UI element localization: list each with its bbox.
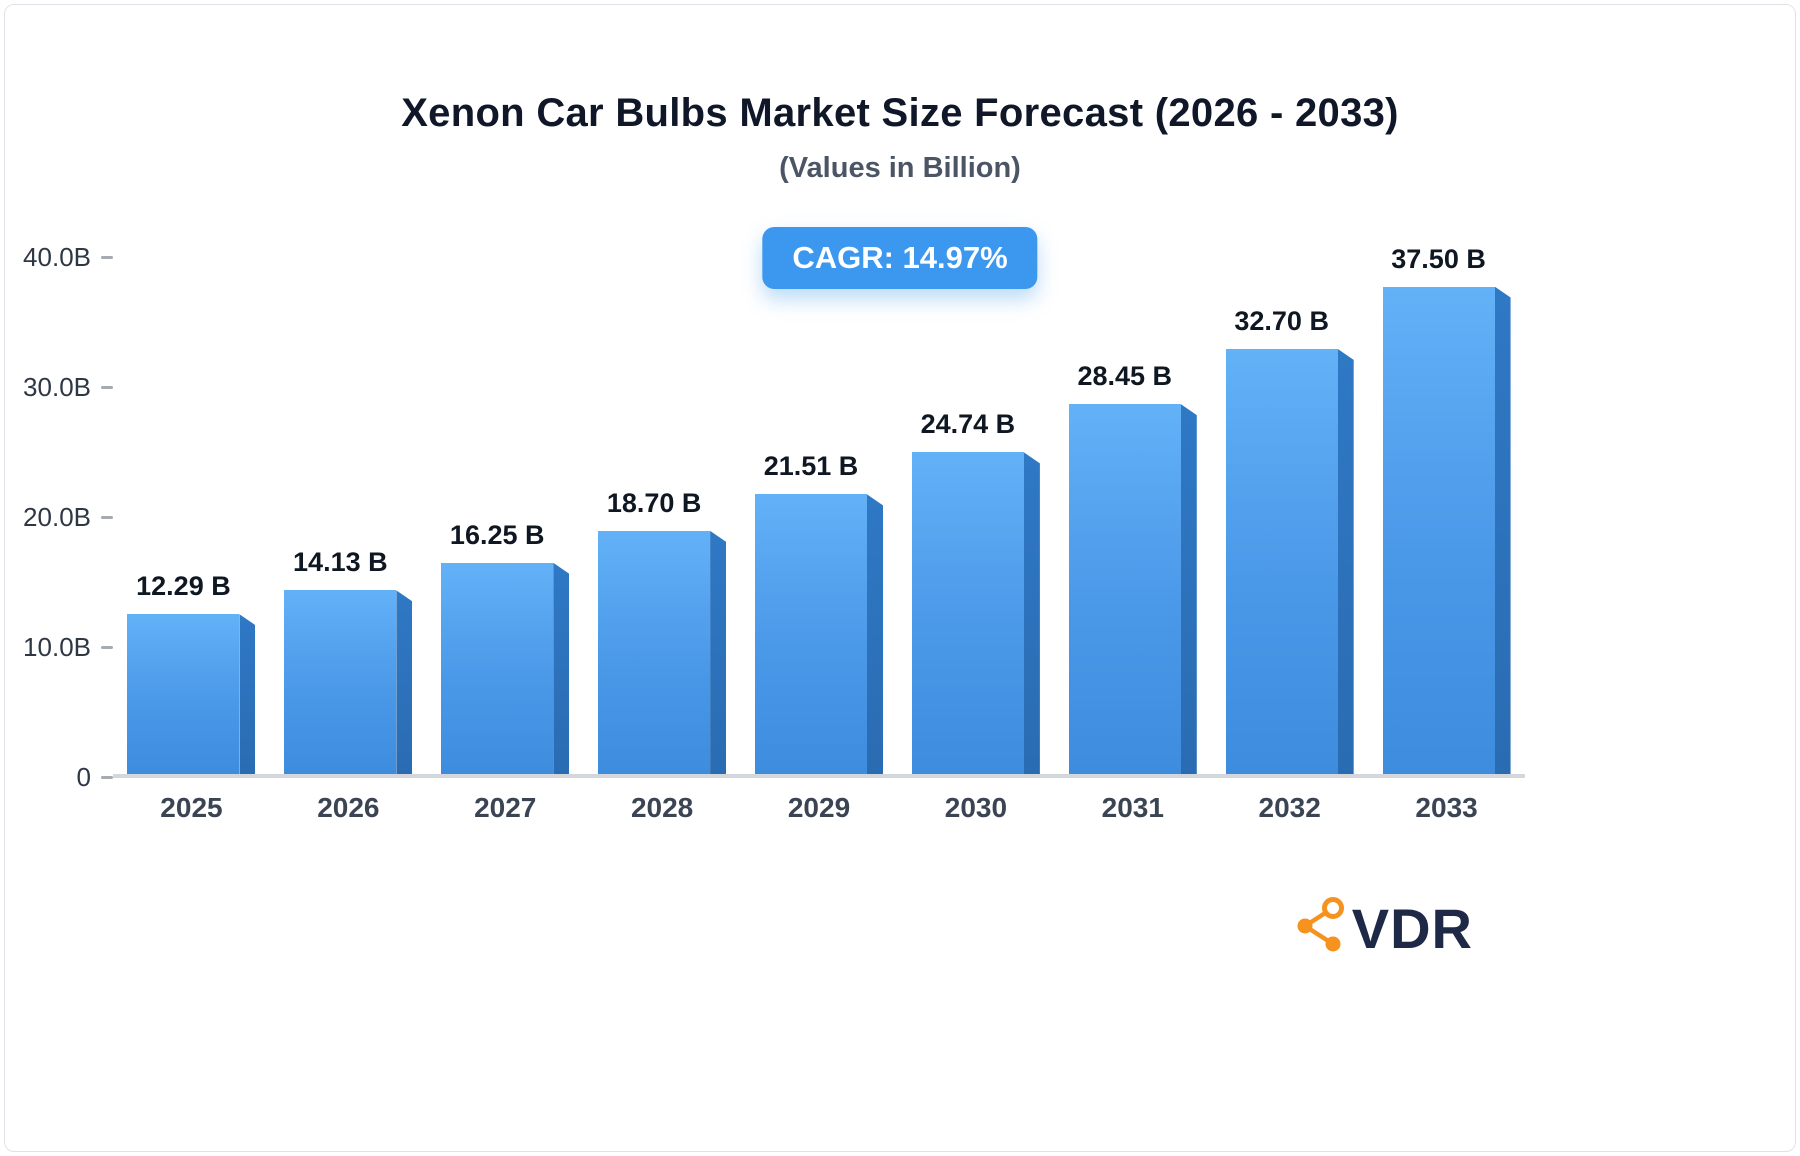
- y-tick-label: 40.0B: [23, 242, 91, 272]
- cagr-badge: CAGR: 14.97%: [762, 227, 1038, 289]
- bar-column: 21.51 B 2029: [741, 258, 898, 823]
- bar-2032: 32.70 B: [1225, 306, 1354, 774]
- bar-side: [1494, 286, 1511, 774]
- bar-value-label: 32.70 B: [1234, 305, 1329, 336]
- x-tick-label: 2033: [1415, 792, 1478, 823]
- bar-2029: 21.51 B: [755, 451, 883, 774]
- bar-value-label: 18.70 B: [606, 487, 702, 518]
- y-tick-label: 30.0B: [23, 372, 91, 402]
- bar-2026: 14.13 B: [284, 547, 413, 774]
- bar-column: 14.13 B 2026: [270, 258, 427, 823]
- x-tick-label: 2029: [787, 792, 851, 823]
- bar-column: 16.25 B 2027: [427, 258, 584, 823]
- plot-area: 12.29 B 2025 14.13 B 2026 16.25 B 2027 18.70 B…: [113, 244, 1525, 823]
- y-tick-mark: [101, 776, 113, 779]
- bar-front: [441, 562, 554, 774]
- x-tick-label: 2027: [474, 792, 537, 823]
- bar-value-label: 24.74 B: [920, 409, 1016, 440]
- bar-side: [1337, 348, 1354, 774]
- bar-column: 28.45 B 2031: [1054, 258, 1211, 823]
- bar-column: 24.74 B 2030: [897, 258, 1054, 823]
- y-tick-mark: [101, 516, 113, 519]
- bar-side: [239, 614, 256, 774]
- x-tick-label: 2032: [1258, 792, 1321, 823]
- x-tick-label: 2030: [944, 792, 1008, 823]
- y-tick-mark: [101, 256, 113, 259]
- bar-front: [127, 614, 240, 774]
- bar-2033: 37.50 B: [1382, 244, 1511, 774]
- bar-column: 12.29 B 2025: [113, 258, 270, 823]
- brand-logo: VDR: [1290, 896, 1473, 961]
- bar-value-label: 16.25 B: [449, 519, 545, 550]
- bar-value-label: 12.29 B: [136, 571, 231, 602]
- bar-2031: 28.45 B: [1068, 361, 1197, 774]
- y-tick-label: 20.0B: [23, 502, 91, 532]
- bar-2028: 18.70 B: [598, 488, 727, 774]
- y-tick-mark: [101, 646, 113, 649]
- x-tick-label: 2025: [160, 792, 223, 823]
- bar-2027: 16.25 B: [441, 520, 570, 774]
- bar-side: [396, 590, 413, 774]
- bar-front: [1382, 286, 1495, 774]
- bar-column: 32.70 B 2032: [1211, 258, 1368, 823]
- bar-side: [1023, 452, 1040, 774]
- bar-side: [1180, 404, 1197, 774]
- bar-column: 18.70 B 2028: [584, 258, 741, 823]
- bar-value-label: 37.50 B: [1391, 243, 1486, 274]
- y-tick-label: 10.0B: [23, 632, 91, 662]
- bar-2030: 24.74 B: [911, 409, 1040, 774]
- bar-2025: 12.29 B: [127, 571, 256, 774]
- bar-side: [553, 562, 570, 774]
- bar-front: [911, 452, 1024, 774]
- y-tick-label: 0: [76, 762, 91, 792]
- x-tick-label: 2026: [317, 792, 380, 823]
- bar-column: 37.50 B 2033: [1368, 244, 1525, 823]
- bar-front: [1225, 348, 1338, 774]
- bar-side: [710, 530, 727, 774]
- x-tick-label: 2031: [1101, 792, 1164, 823]
- bar-front: [1068, 404, 1181, 774]
- share-network-icon: [1290, 896, 1348, 961]
- x-tick-label: 2028: [630, 792, 694, 823]
- bar-front: [598, 530, 711, 774]
- bar-value-label: 21.51 B: [763, 451, 859, 482]
- cagr-badge-label: CAGR: 14.97%: [792, 240, 1008, 275]
- bar-front: [755, 494, 867, 774]
- chart-subtitle: (Values in Billion): [779, 152, 1021, 184]
- y-tick-mark: [101, 386, 113, 389]
- brand-logo-text: VDR: [1351, 897, 1473, 960]
- bar-value-label: 28.45 B: [1077, 361, 1173, 392]
- chart-canvas: Xenon Car Bulbs Market Size Forecast (20…: [4, 4, 1796, 1152]
- bar-side: [867, 494, 883, 774]
- bar-value-label: 14.13 B: [293, 547, 388, 578]
- chart-title: Xenon Car Bulbs Market Size Forecast (20…: [401, 91, 1399, 135]
- bar-front: [284, 590, 397, 774]
